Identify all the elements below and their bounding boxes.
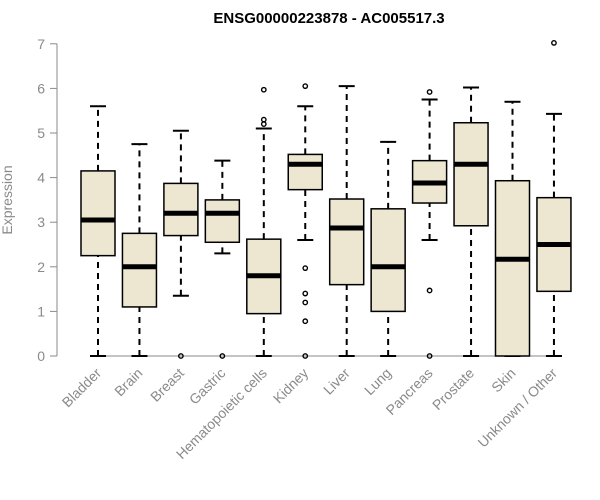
iqr-box — [494, 179, 531, 357]
boxes-layer — [80, 40, 572, 359]
iqr-box — [287, 153, 323, 191]
x-category-label: Unknown / Other — [474, 365, 560, 451]
x-category-label: Skin — [488, 365, 519, 396]
y-tick-label: 3 — [37, 214, 45, 230]
outlier-point — [302, 299, 309, 306]
iqr-box — [204, 199, 241, 244]
chart-title: ENSG00000223878 - AC005517.3 — [213, 10, 444, 27]
outlier-point — [177, 353, 184, 359]
y-tick-label: 2 — [37, 259, 45, 275]
outlier-point — [260, 86, 267, 93]
box-group — [328, 85, 365, 357]
box-group — [287, 83, 323, 359]
iqr-box — [370, 208, 406, 313]
outlier-point — [551, 40, 557, 46]
y-axis-label: Expression — [0, 165, 15, 234]
outlier-point — [302, 265, 309, 272]
iqr-box — [80, 170, 116, 257]
y-tick-label: 0 — [37, 348, 45, 364]
y-tick-label: 7 — [37, 36, 45, 52]
box-group — [536, 40, 572, 357]
x-category-label: Bladder — [59, 365, 105, 411]
iqr-box — [328, 198, 365, 286]
box-group — [411, 89, 448, 359]
y-tick-label: 6 — [37, 80, 45, 96]
x-category-label: Breast — [147, 365, 187, 405]
outlier-point — [426, 89, 433, 95]
box-group — [453, 86, 489, 357]
outlier-point — [302, 83, 309, 90]
box-group — [121, 143, 158, 357]
box-group — [494, 100, 531, 357]
outlier-point — [219, 353, 226, 359]
box-group — [370, 140, 406, 357]
outlier-point — [302, 290, 309, 297]
y-tick-label: 4 — [37, 170, 45, 186]
outlier-point — [302, 353, 309, 359]
outlier-point — [302, 318, 309, 325]
x-category-label: Prostate — [429, 365, 477, 413]
box-group — [246, 86, 282, 357]
outlier-point — [260, 116, 267, 123]
y-tick-label: 1 — [37, 303, 45, 319]
y-tick-label: 5 — [37, 125, 45, 141]
x-category-label: Liver — [320, 365, 353, 398]
iqr-box — [121, 232, 158, 308]
outlier-point — [426, 353, 433, 359]
iqr-box — [453, 121, 489, 227]
x-category-label: Lung — [361, 365, 394, 398]
x-category-label: Kidney — [270, 365, 312, 407]
box-group — [80, 105, 116, 357]
box-group — [204, 159, 241, 359]
outlier-point — [426, 287, 433, 294]
iqr-box — [163, 182, 199, 237]
box-group — [163, 129, 199, 359]
x-category-label: Brain — [111, 365, 145, 399]
outlier-point — [260, 121, 267, 127]
